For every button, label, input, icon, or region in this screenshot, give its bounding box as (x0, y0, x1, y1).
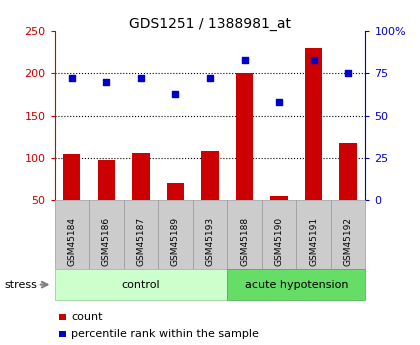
Point (345, 71, 352, 76)
Text: GSM45187: GSM45187 (136, 217, 145, 266)
Point (138, 76, 144, 81)
Text: GSM45193: GSM45193 (205, 217, 215, 266)
Bar (63, 154, 81, 200)
Text: percentile rank within the sample: percentile rank within the sample (71, 329, 259, 339)
Point (241, 57, 248, 62)
Text: GSM45188: GSM45188 (240, 217, 249, 266)
Text: GSM45184: GSM45184 (67, 217, 76, 266)
Bar (167, 183, 184, 200)
Text: GSM45189: GSM45189 (171, 217, 180, 266)
Text: count: count (71, 312, 103, 322)
Bar (132, 153, 150, 200)
Point (207, 76, 213, 81)
Point (68, 76, 75, 81)
Point (276, 99, 282, 105)
Text: GSM45191: GSM45191 (309, 217, 318, 266)
Text: stress: stress (4, 280, 37, 289)
Text: acute hypotension: acute hypotension (244, 280, 348, 289)
Point (172, 91, 179, 96)
Bar (270, 196, 288, 200)
Bar (339, 144, 357, 200)
Text: GSM45186: GSM45186 (102, 217, 111, 266)
Text: GSM45192: GSM45192 (344, 217, 353, 266)
Text: GSM45190: GSM45190 (275, 217, 284, 266)
Text: control: control (122, 280, 160, 289)
Text: GDS1251 / 1388981_at: GDS1251 / 1388981_at (129, 17, 291, 31)
Point (103, 79, 110, 85)
Bar (201, 151, 219, 200)
Bar (305, 48, 322, 200)
Bar (236, 73, 253, 200)
Point (310, 57, 317, 62)
Bar (98, 160, 115, 200)
